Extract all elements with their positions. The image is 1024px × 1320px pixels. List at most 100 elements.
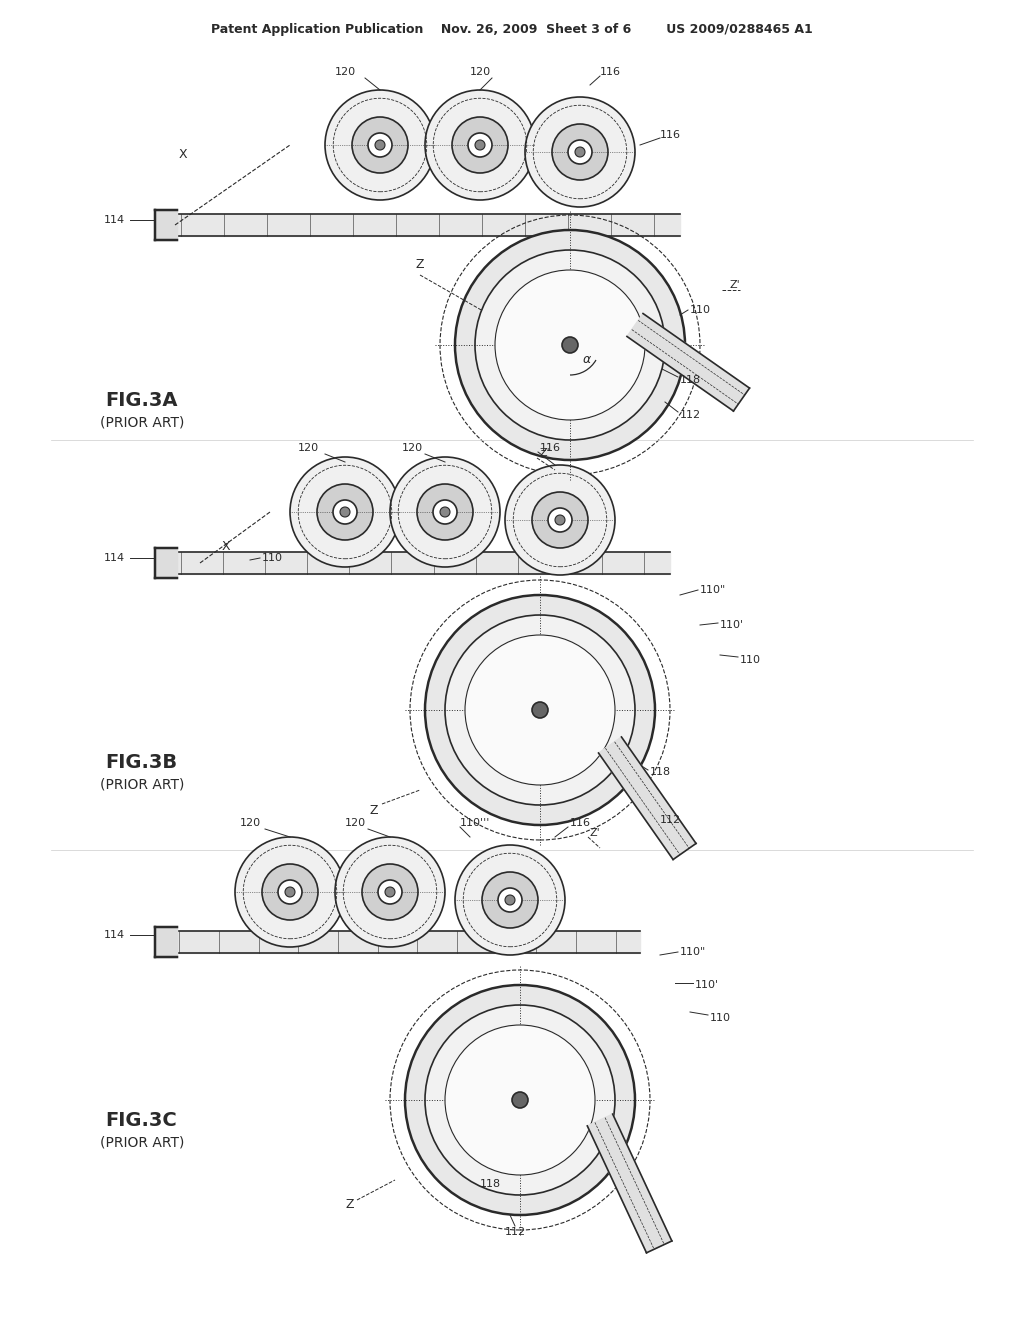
Text: 110: 110 (710, 1012, 731, 1023)
Text: 110": 110" (680, 946, 707, 957)
Text: Z': Z' (730, 280, 740, 290)
Circle shape (475, 249, 665, 440)
Circle shape (425, 595, 655, 825)
Text: 116: 116 (660, 129, 681, 140)
Circle shape (317, 484, 373, 540)
Circle shape (378, 880, 402, 904)
Text: 110: 110 (262, 553, 283, 564)
Circle shape (455, 230, 685, 459)
Circle shape (482, 873, 538, 928)
Polygon shape (155, 931, 640, 953)
Text: Z: Z (370, 804, 379, 817)
Text: 120: 120 (401, 444, 423, 453)
Text: 120: 120 (469, 67, 490, 77)
Text: 118: 118 (680, 375, 701, 385)
Text: FIG.3B: FIG.3B (105, 752, 177, 771)
Text: 110": 110" (700, 585, 726, 595)
Text: 120: 120 (335, 67, 355, 77)
Circle shape (352, 117, 408, 173)
Circle shape (452, 117, 508, 173)
Circle shape (445, 1026, 595, 1175)
Text: 110: 110 (740, 655, 761, 665)
Text: 112: 112 (680, 411, 701, 420)
Circle shape (375, 140, 385, 150)
Circle shape (335, 837, 445, 946)
Text: 116: 116 (570, 818, 591, 828)
Text: 118: 118 (650, 767, 671, 777)
Text: 114: 114 (103, 215, 125, 224)
Circle shape (445, 615, 635, 805)
Polygon shape (155, 552, 670, 574)
Polygon shape (155, 548, 177, 578)
Circle shape (433, 500, 457, 524)
Text: (PRIOR ART): (PRIOR ART) (100, 1135, 184, 1148)
Text: 112: 112 (660, 814, 681, 825)
Text: X: X (222, 540, 230, 553)
Circle shape (548, 508, 572, 532)
Text: 114: 114 (103, 931, 125, 940)
Text: 116: 116 (600, 67, 621, 77)
Text: FIG.3A: FIG.3A (105, 391, 177, 409)
Text: $\alpha$: $\alpha$ (582, 352, 592, 366)
Circle shape (575, 147, 585, 157)
Circle shape (532, 492, 588, 548)
Text: 114: 114 (103, 553, 125, 564)
Circle shape (455, 845, 565, 954)
Circle shape (417, 484, 473, 540)
Circle shape (568, 140, 592, 164)
Circle shape (562, 337, 578, 352)
Circle shape (325, 90, 435, 201)
Text: 112: 112 (505, 1228, 525, 1237)
Circle shape (290, 457, 400, 568)
Circle shape (368, 133, 392, 157)
Text: Z: Z (345, 1199, 353, 1212)
Circle shape (390, 457, 500, 568)
Polygon shape (627, 314, 750, 411)
Circle shape (262, 865, 318, 920)
Circle shape (362, 865, 418, 920)
Text: Patent Application Publication    Nov. 26, 2009  Sheet 3 of 6        US 2009/028: Patent Application Publication Nov. 26, … (211, 24, 813, 37)
Text: 110': 110' (720, 620, 744, 630)
Circle shape (525, 96, 635, 207)
Polygon shape (155, 210, 177, 240)
Polygon shape (588, 1114, 672, 1253)
Text: (PRIOR ART): (PRIOR ART) (100, 414, 184, 429)
Circle shape (440, 507, 450, 517)
Circle shape (468, 133, 492, 157)
Circle shape (498, 888, 522, 912)
Text: 120: 120 (240, 818, 260, 828)
Circle shape (278, 880, 302, 904)
Text: 110: 110 (690, 305, 711, 315)
Circle shape (333, 500, 357, 524)
Text: Z: Z (415, 259, 424, 272)
Circle shape (475, 140, 485, 150)
Text: Z': Z' (590, 828, 601, 838)
Polygon shape (599, 737, 696, 859)
Text: 120: 120 (344, 818, 366, 828)
Circle shape (425, 1005, 615, 1195)
Circle shape (425, 90, 535, 201)
Circle shape (512, 1092, 528, 1107)
Circle shape (495, 271, 645, 420)
Text: 110''': 110''' (460, 818, 490, 828)
Circle shape (552, 124, 608, 180)
Polygon shape (155, 927, 177, 957)
Circle shape (234, 837, 345, 946)
Text: Z': Z' (540, 447, 551, 458)
Text: 116: 116 (540, 444, 561, 453)
Text: 120: 120 (297, 444, 318, 453)
Circle shape (285, 887, 295, 898)
Circle shape (505, 895, 515, 906)
Text: 118: 118 (480, 1179, 501, 1189)
Polygon shape (155, 214, 680, 236)
Text: X: X (178, 149, 187, 161)
Circle shape (555, 515, 565, 525)
Text: (PRIOR ART): (PRIOR ART) (100, 777, 184, 792)
Circle shape (465, 635, 615, 785)
Circle shape (532, 702, 548, 718)
Circle shape (385, 887, 395, 898)
Text: FIG.3C: FIG.3C (105, 1110, 177, 1130)
Text: 110': 110' (695, 979, 719, 990)
Circle shape (505, 465, 615, 576)
Circle shape (340, 507, 350, 517)
